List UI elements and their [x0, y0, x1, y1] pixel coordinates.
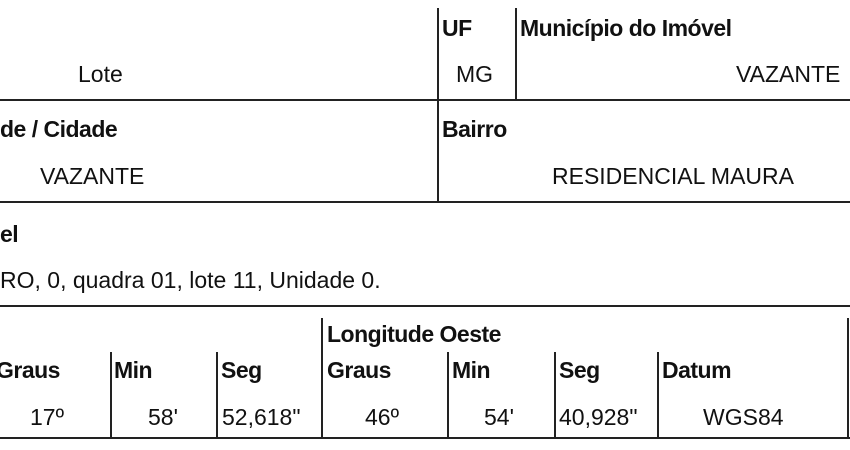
- divider: [515, 8, 517, 100]
- divider: [554, 352, 556, 438]
- lon-min-header: Min: [452, 357, 491, 383]
- lat-graus-header: Graus: [0, 357, 60, 383]
- lon-seg-value: 40,928": [559, 404, 638, 430]
- divider: [0, 437, 850, 439]
- divider: [216, 352, 218, 438]
- uf-label: UF: [442, 15, 472, 41]
- lat-graus-value: 17º: [30, 404, 64, 430]
- endereco-label: el: [0, 221, 19, 247]
- lat-min-header: Min: [114, 357, 153, 383]
- divider: [0, 305, 850, 307]
- cidade-label: de / Cidade: [0, 116, 118, 142]
- divider: [0, 201, 850, 203]
- lon-seg-header: Seg: [559, 357, 600, 383]
- lon-min-value: 54': [484, 404, 514, 430]
- lon-graus-header: Graus: [327, 357, 391, 383]
- divider: [657, 352, 659, 438]
- datum-value: WGS84: [703, 404, 784, 430]
- divider: [0, 99, 850, 101]
- municipio-label: Município do Imóvel: [520, 15, 732, 41]
- bairro-value: RESIDENCIAL MAURA: [552, 163, 794, 189]
- endereco-value: RO, 0, quadra 01, lote 11, Unidade 0.: [0, 267, 381, 293]
- lat-min-value: 58': [148, 404, 178, 430]
- lat-seg-value: 52,618": [222, 404, 301, 430]
- divider: [447, 352, 449, 438]
- longitude-label: Longitude Oeste: [327, 321, 501, 347]
- bairro-label: Bairro: [442, 116, 507, 142]
- lat-seg-header: Seg: [221, 357, 262, 383]
- divider: [110, 352, 112, 438]
- municipio-value: VAZANTE: [736, 61, 841, 87]
- divider: [321, 318, 323, 438]
- uf-value: MG: [456, 61, 494, 87]
- divider: [847, 318, 849, 438]
- divider: [437, 8, 439, 202]
- lote-value: Lote: [78, 61, 123, 87]
- cidade-value: VAZANTE: [40, 163, 145, 189]
- datum-header: Datum: [662, 357, 732, 383]
- lon-graus-value: 46º: [365, 404, 399, 430]
